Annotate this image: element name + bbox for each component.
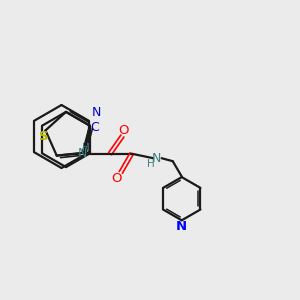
Text: H: H <box>147 159 155 169</box>
Text: N: N <box>91 106 101 119</box>
Text: H: H <box>82 143 90 153</box>
Text: N: N <box>77 147 87 160</box>
Text: C: C <box>90 121 99 134</box>
Text: O: O <box>111 172 122 185</box>
Text: N: N <box>152 152 161 165</box>
Text: N: N <box>176 220 187 233</box>
Text: O: O <box>119 124 129 136</box>
Text: S: S <box>39 130 49 143</box>
